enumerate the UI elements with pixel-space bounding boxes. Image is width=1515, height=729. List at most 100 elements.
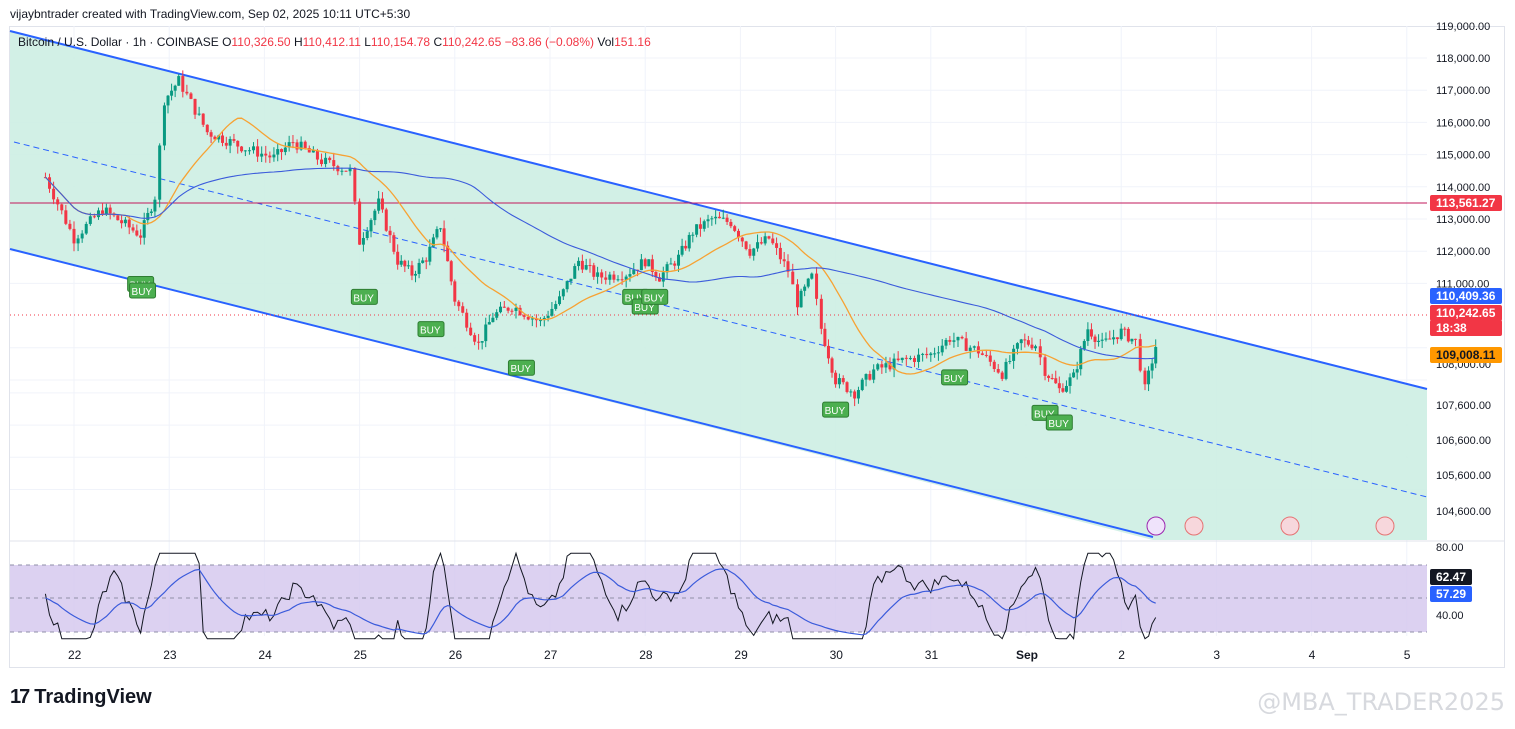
channel-upper-line[interactable]	[9, 30, 1428, 390]
channel-midline[interactable]	[13, 141, 1428, 498]
candle-body	[260, 153, 264, 157]
candle-body	[550, 308, 554, 316]
buy-signal-marker[interactable]	[417, 321, 445, 338]
candle-body	[518, 307, 522, 316]
candle-body	[177, 76, 181, 86]
candle-body	[823, 328, 827, 346]
candle-body	[442, 228, 446, 246]
candle-body	[596, 272, 600, 277]
candle-body	[1026, 340, 1030, 345]
candle-body	[554, 304, 558, 309]
candle-body	[791, 271, 795, 285]
candle-body	[876, 364, 880, 370]
tradingview-logo[interactable]: 17 TradingView	[10, 686, 152, 709]
candle-body	[377, 198, 381, 211]
buy-signal-label: BUY	[1034, 409, 1055, 420]
candle-body	[657, 277, 661, 282]
sma-line[interactable]	[44, 167, 1156, 360]
tradingview-logo-text: TradingView	[34, 686, 152, 708]
us-flag-event-icon[interactable]	[1184, 516, 1204, 536]
time-axis-tick: 24	[258, 648, 272, 662]
watermark: @MBA_TRADER2025	[1257, 688, 1505, 716]
legend-close-label: C	[433, 35, 443, 49]
legend-symbol: Bitcoin / U.S. Dollar · 1h · COINBASE	[18, 35, 219, 49]
buy-signal-marker[interactable]	[350, 288, 378, 305]
candle-body	[315, 150, 319, 160]
buy-signal-marker[interactable]	[941, 369, 969, 386]
candle-body	[721, 217, 725, 219]
candle-body	[424, 260, 428, 262]
price-badge-label: 18:38	[1436, 321, 1467, 335]
candle-body	[480, 341, 484, 343]
candle-body	[725, 217, 729, 222]
candle-body	[1089, 329, 1093, 337]
price-badge-label: 109,008.11	[1436, 348, 1496, 362]
candle-body	[185, 91, 189, 94]
candle-body	[612, 274, 616, 280]
candle-body	[1104, 338, 1108, 340]
candle-body	[639, 259, 643, 271]
price-axis-tick: 111,000.00	[1436, 278, 1489, 290]
candle-body	[52, 188, 56, 200]
buy-signal-marker[interactable]	[507, 359, 535, 376]
candle-body	[706, 219, 710, 222]
us-flag-event-icon[interactable]	[1280, 516, 1300, 536]
rsi-badge	[1430, 569, 1472, 585]
candle-body	[1075, 369, 1079, 373]
buy-signal-marker[interactable]	[1045, 414, 1073, 431]
candle-body	[498, 306, 502, 313]
lightning-event-icon[interactable]	[1146, 516, 1166, 536]
candle-body	[702, 221, 706, 229]
candle-body	[64, 210, 68, 224]
buy-signal-marker[interactable]	[822, 401, 850, 418]
candle-body	[403, 260, 407, 267]
buy-signal-label: BUY	[510, 364, 531, 375]
candle-body	[1050, 377, 1054, 379]
candle-body	[1057, 383, 1061, 389]
candle-body	[900, 357, 904, 361]
rsi-line[interactable]	[44, 551, 1157, 640]
candle-body	[299, 141, 303, 150]
candle-body	[803, 286, 807, 291]
ema-line[interactable]	[44, 117, 1156, 375]
candle-body	[1097, 340, 1101, 342]
candle-body	[428, 246, 432, 262]
candle-body	[1119, 328, 1123, 340]
candle-body	[328, 157, 332, 161]
rsi-signal-line[interactable]	[45, 568, 1156, 636]
candle-body	[729, 221, 733, 227]
candle-body	[287, 142, 291, 148]
candle-body	[369, 220, 373, 232]
candle-body	[80, 233, 84, 239]
candle-body	[522, 315, 526, 317]
candle-body	[373, 210, 377, 221]
candle-body	[96, 210, 100, 218]
candle-body	[431, 237, 435, 247]
candle-body	[243, 150, 247, 152]
time-axis-tick: 23	[163, 648, 177, 662]
candle-body	[340, 170, 344, 172]
price-axis-tick: 117,000.00	[1436, 85, 1490, 97]
rsi-badge-label: 57.29	[1436, 587, 1466, 601]
candle-body	[162, 105, 166, 146]
candle-body	[1086, 329, 1090, 342]
candle-body	[972, 346, 976, 348]
candle-body	[996, 369, 1000, 373]
candle-body	[744, 241, 748, 250]
candle-body	[592, 265, 596, 277]
candle-body	[684, 245, 688, 249]
candle-body	[252, 146, 256, 151]
buy-signal-marker[interactable]	[129, 282, 157, 299]
channel-lower-line[interactable]	[9, 248, 1154, 538]
candle-body	[353, 167, 357, 202]
candle-body	[209, 132, 213, 137]
price-axis-tick: 107,600.00	[1436, 400, 1491, 412]
candle-body	[665, 264, 669, 273]
candle-body	[717, 216, 721, 219]
price-badge-label: 110,242.65	[1436, 306, 1496, 320]
buy-signal-marker[interactable]	[641, 288, 669, 305]
us-flag-event-icon[interactable]	[1375, 516, 1395, 536]
candle-body	[968, 347, 972, 351]
candle-body	[736, 230, 740, 238]
